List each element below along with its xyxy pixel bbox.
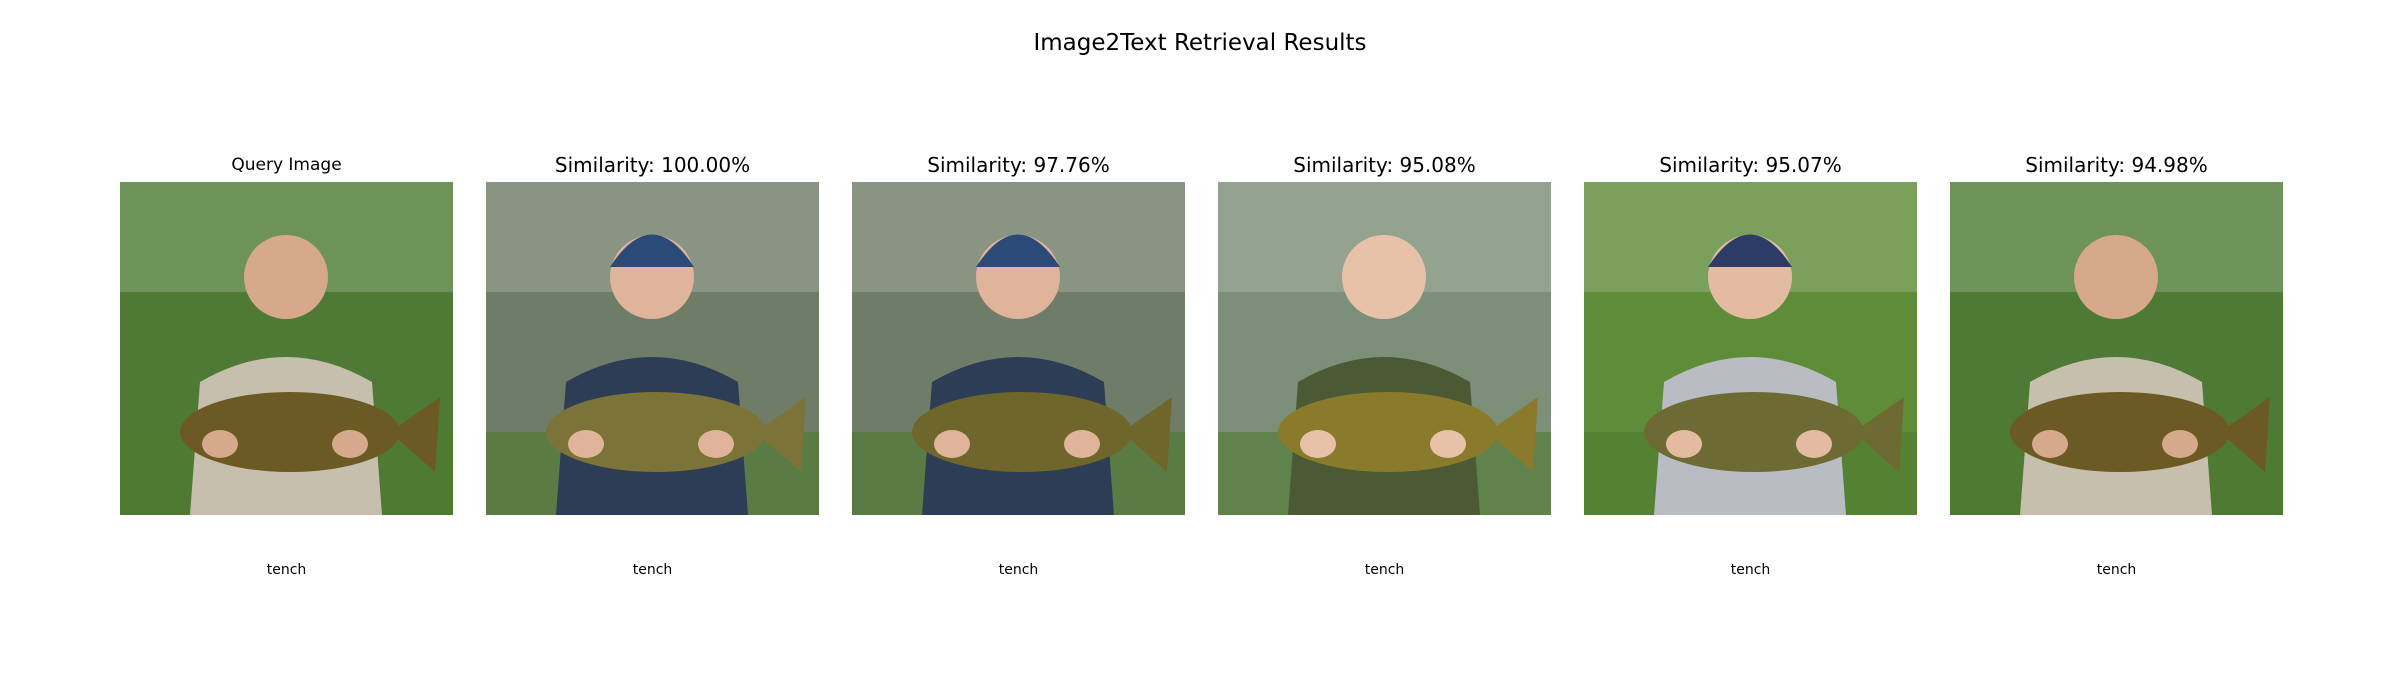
- label-caption: tench: [998, 562, 1039, 578]
- panel-heading: Query Image: [231, 155, 342, 175]
- panel-heading: Similarity: 95.07%: [1659, 153, 1842, 177]
- panel-heading: Similarity: 94.98%: [2025, 153, 2208, 177]
- result-panel-5: Similarity: 94.98% tench: [1950, 152, 2283, 579]
- panel-heading: Similarity: 97.76%: [927, 153, 1110, 177]
- label-caption: tench: [1730, 562, 1771, 578]
- query-panel: Query Image tench: [120, 152, 453, 579]
- panel-heading: Similarity: 100.00%: [554, 153, 751, 177]
- photo-thumbnail: [486, 182, 819, 515]
- photo-thumbnail: [120, 182, 453, 515]
- label-caption: tench: [266, 562, 307, 578]
- label-caption: tench: [2096, 562, 2137, 578]
- photo-thumbnail: [852, 182, 1185, 515]
- photo-thumbnail: [1584, 182, 1917, 515]
- figure-title: Image2Text Retrieval Results: [1033, 30, 1367, 56]
- result-panel-2: Similarity: 97.76% tench: [852, 152, 1185, 579]
- photo-thumbnail: [1950, 182, 2283, 515]
- panel-heading: Similarity: 95.08%: [1293, 153, 1476, 177]
- photo-thumbnail: [1218, 182, 1551, 515]
- result-panel-4: Similarity: 95.07% tench: [1584, 152, 1917, 579]
- result-panel-1: Similarity: 100.00% tench: [486, 152, 819, 579]
- label-caption: tench: [1364, 562, 1405, 578]
- label-caption: tench: [632, 562, 673, 578]
- result-panel-3: Similarity: 95.08% tench: [1218, 152, 1551, 579]
